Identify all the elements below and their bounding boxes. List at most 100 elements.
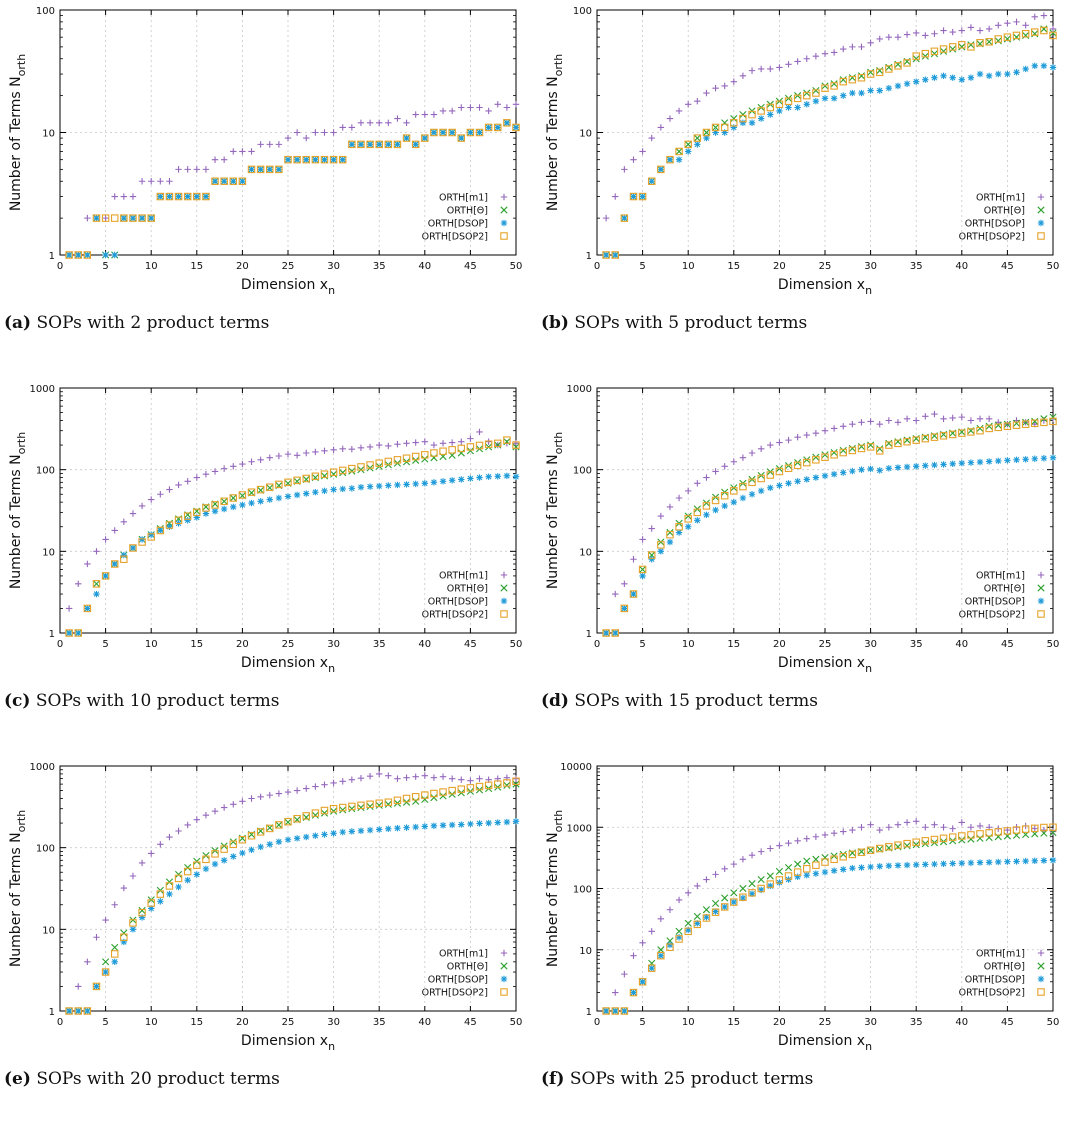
data-point	[348, 805, 356, 813]
data-point	[1012, 31, 1021, 40]
data-point	[657, 512, 665, 520]
x-tick-label: 40	[955, 639, 968, 650]
data-point	[621, 1007, 628, 1015]
data-point	[748, 491, 756, 498]
data-point	[721, 903, 728, 911]
data-point	[430, 774, 438, 781]
data-point	[1012, 419, 1021, 427]
data-point	[757, 107, 765, 115]
legend-label: ORTH[Θ]	[984, 206, 1025, 217]
data-point	[430, 789, 438, 798]
data-point	[949, 45, 957, 53]
chart-svg-c: 0 5 10 15 20 25 30 35 40 45 50 1 10 100 1000 Dimension …	[8, 384, 522, 675]
data-point	[985, 25, 993, 33]
data-point	[320, 809, 329, 817]
data-point	[512, 473, 520, 480]
data-point	[620, 604, 629, 613]
data-point	[922, 76, 929, 83]
data-point	[830, 471, 838, 478]
data-point	[647, 551, 656, 559]
data-point	[685, 101, 692, 108]
data-point	[666, 528, 674, 537]
data-point	[284, 156, 292, 163]
data-point	[638, 978, 647, 986]
data-point	[748, 119, 756, 126]
caption-a: (a) SOPs with 2 product terms	[4, 313, 269, 333]
y-tick-label: 10	[42, 129, 55, 140]
data-point	[138, 538, 146, 546]
data-point	[157, 527, 164, 534]
data-point	[913, 861, 920, 868]
data-point	[666, 943, 674, 951]
chart-panel-c: 0 5 10 15 20 25 30 35 40 45 50 1 10 100 1000 Dimension …	[0, 378, 537, 744]
data-point	[220, 497, 228, 506]
data-point	[602, 251, 610, 259]
data-point	[403, 119, 410, 126]
data-point	[93, 548, 100, 555]
x-tick-label: 20	[773, 1017, 786, 1028]
data-point	[439, 788, 447, 796]
data-point	[830, 82, 838, 90]
data-point	[711, 123, 720, 132]
data-point	[684, 515, 692, 523]
x-tick-label: 10	[145, 639, 158, 650]
legend-marker	[1037, 206, 1045, 214]
series-square	[602, 26, 1057, 259]
data-point	[239, 148, 246, 155]
data-point	[393, 796, 402, 805]
data-point	[675, 927, 683, 935]
legend-marker	[500, 584, 508, 592]
x-tick-label: 10	[682, 1017, 695, 1028]
series-asterisk	[602, 454, 1057, 637]
data-point	[220, 857, 228, 864]
data-point	[711, 123, 720, 132]
series-square	[602, 823, 1057, 1015]
data-point	[494, 441, 502, 449]
data-point	[675, 156, 683, 163]
data-point	[775, 100, 784, 109]
data-point	[138, 502, 146, 510]
caption-text: SOPs with 15 product terms	[574, 691, 818, 711]
data-point	[821, 427, 829, 434]
data-point	[247, 165, 256, 174]
data-point	[657, 166, 665, 173]
data-point	[475, 441, 484, 450]
data-point	[748, 889, 756, 897]
data-point	[967, 417, 975, 424]
data-point	[348, 802, 356, 811]
data-point	[776, 842, 783, 849]
chart-svg-f: 0 5 10 15 20 25 30 35 40 45 50 1 10 100 1000 10000 Dimen…	[545, 762, 1059, 1053]
data-point	[703, 511, 710, 519]
x-tick-label: 5	[102, 1017, 108, 1028]
data-point	[647, 177, 656, 185]
data-point	[257, 141, 264, 148]
data-point	[175, 193, 182, 200]
caption-letter: (e)	[4, 1069, 31, 1089]
data-point	[803, 835, 810, 842]
data-point	[839, 446, 847, 455]
y-tick-label: 10	[42, 925, 55, 936]
data-point	[339, 828, 346, 836]
data-point	[457, 785, 466, 793]
series-asterisk	[65, 818, 520, 1015]
data-point	[1049, 64, 1057, 71]
data-point	[330, 156, 337, 163]
data-point	[275, 141, 283, 148]
data-point	[620, 1007, 629, 1015]
data-point	[110, 214, 119, 222]
data-point	[247, 831, 256, 840]
data-point	[512, 818, 520, 825]
data-point	[357, 483, 365, 491]
data-point	[648, 178, 655, 185]
legend-label: ORTH[DSOP]	[965, 975, 1025, 986]
caption-letter: (d)	[541, 691, 569, 711]
data-point	[876, 421, 883, 428]
data-point	[720, 123, 729, 132]
data-point	[958, 819, 965, 826]
data-point	[694, 141, 701, 148]
data-point	[339, 469, 347, 477]
x-axis-label: Dimension xn	[241, 1033, 335, 1053]
x-tick-label: 30	[864, 261, 877, 272]
data-point	[275, 821, 283, 829]
data-point	[457, 444, 466, 453]
